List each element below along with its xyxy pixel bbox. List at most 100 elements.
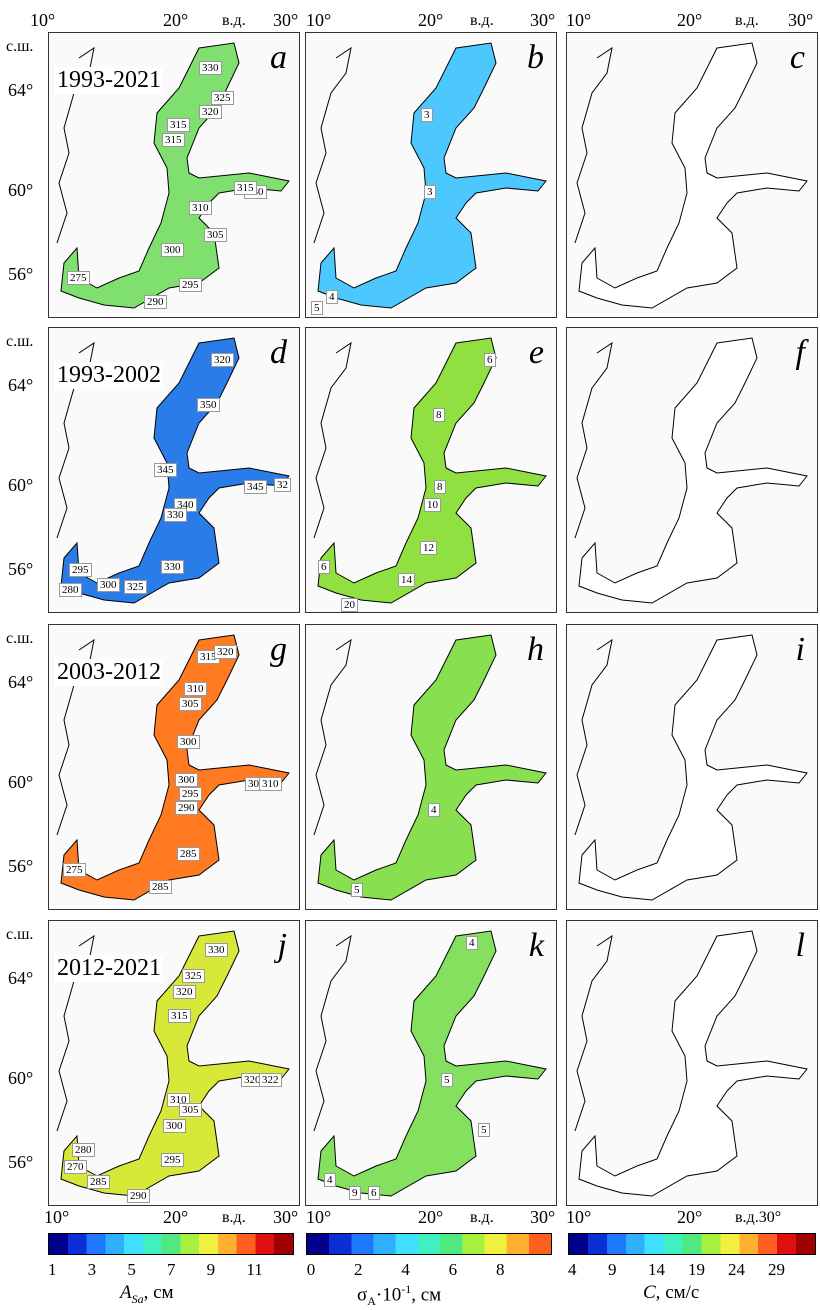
contour-label: 32	[274, 478, 291, 492]
contour-label: 315	[162, 133, 185, 147]
contour-label: 305	[204, 228, 227, 242]
lat-label: 60°	[8, 180, 34, 200]
contour-label: 305	[179, 697, 202, 711]
panel-letter-h: h	[527, 631, 544, 668]
map-panel-d: d 1993-2002 320 350 345 340 345 330 330 325 300 295…	[48, 327, 300, 613]
contour-label: 345	[154, 463, 177, 477]
contour-label: 322	[259, 1073, 282, 1087]
colorbar-tick-label: 19	[688, 1260, 705, 1279]
contour-label: 350	[197, 398, 220, 412]
contour-label: 330	[199, 61, 222, 75]
lon-10-top-a: 10°	[30, 10, 56, 30]
contour-label: 320	[173, 985, 196, 999]
contour-label: 300	[97, 578, 120, 592]
contour-label: 330	[161, 560, 184, 574]
colorbar-sigma	[306, 1233, 552, 1255]
contour-label: 325	[124, 580, 147, 594]
lat-header: с.ш.	[6, 630, 34, 647]
colorbar-tick-label: 3	[87, 1260, 97, 1279]
lon-20-top-c: 20°	[677, 10, 703, 30]
colorbar-tick-label: 9	[608, 1260, 617, 1279]
lon-10-top-c: 10°	[566, 10, 592, 30]
contour-label: 300	[161, 243, 184, 257]
contour-label: 315	[168, 1009, 191, 1023]
panel-letter-l: l	[795, 927, 805, 964]
contour-label: 12	[420, 541, 437, 555]
contour-label: 280	[59, 583, 82, 597]
map-panel-a: a1993-2021330325320315315330315310305300…	[48, 32, 300, 318]
panel-letter-i: i	[795, 631, 805, 668]
contour-label: 330	[164, 508, 187, 522]
contour-label: 295	[69, 563, 92, 577]
contour-label: 4	[326, 290, 338, 304]
colorbar-current-speed	[568, 1233, 816, 1255]
contour-label: 10	[424, 498, 441, 512]
contour-label: 325	[182, 969, 205, 983]
contour-label: 320	[211, 353, 234, 367]
map-panel-c: c	[566, 32, 818, 318]
lon-10-bottom-c: 10°	[566, 1207, 592, 1227]
contour-label: 315	[197, 650, 220, 664]
contour-label: 3	[424, 185, 436, 199]
contour-label: 320	[199, 105, 222, 119]
colorbar-amplitude	[48, 1233, 294, 1255]
lat-label: 64°	[8, 80, 34, 100]
colorbar-title-sigma: σA·10-1, см	[357, 1282, 442, 1309]
lon-20-bottom-b: 20°	[418, 1207, 444, 1227]
contour-label: 285	[87, 1175, 110, 1189]
lon-20-top-a: 20°	[163, 10, 189, 30]
contour-label: 345	[244, 480, 267, 494]
contour-label: 300	[177, 735, 200, 749]
lat-label: 64°	[8, 375, 34, 395]
lat-label: 56°	[8, 264, 34, 284]
panel-letter-e: e	[528, 334, 544, 371]
map-panel-i: i	[566, 624, 818, 910]
colorbar-tick-label: 8	[495, 1260, 505, 1279]
lon-east-top-c: в.д.	[735, 12, 759, 29]
colorbar-tick-label: 5	[127, 1260, 136, 1279]
lon-east-top-b: в.д.	[470, 12, 494, 29]
lat-label: 60°	[8, 1068, 34, 1088]
contour-label: 290	[144, 295, 167, 309]
contour-label: 305	[179, 1103, 202, 1117]
colorbar-tick-label: 2	[354, 1260, 363, 1279]
lat-label: 56°	[8, 1152, 34, 1172]
contour-label: 6	[484, 353, 496, 367]
lat-header: с.ш.	[6, 926, 34, 943]
contour-label: 4	[324, 1173, 336, 1187]
period-label: 1993-2002	[55, 362, 163, 389]
lon-20-bottom-c: 20°	[677, 1207, 703, 1227]
contour-label: 5	[311, 301, 323, 315]
lon-east30-bottom-c: в.д.30°	[735, 1209, 782, 1226]
contour-label: 280	[72, 1143, 95, 1157]
contour-label: 20	[341, 598, 358, 612]
colorbar-tick-label: 29	[768, 1260, 785, 1279]
contour-label: 290	[127, 1189, 150, 1203]
lon-east-bottom-b: в.д.	[470, 1209, 494, 1226]
lon-20-top-b: 20°	[418, 10, 444, 30]
contour-label: 6	[318, 560, 330, 574]
lat-header: с.ш.	[6, 38, 34, 55]
contour-label: 3	[421, 108, 433, 122]
contour-label: 320	[214, 645, 237, 659]
colorbar-tick-label: 7	[167, 1260, 176, 1279]
contour-label: 325	[211, 91, 234, 105]
contour-label: 5	[478, 1123, 490, 1137]
lon-30-bottom-b: 30°	[530, 1207, 556, 1227]
contour-label: 6	[368, 1186, 380, 1200]
period-label: 1993-2021	[55, 67, 163, 94]
colorbar-tick-label: 6	[448, 1260, 458, 1279]
colorbar-tick-label: 0	[306, 1260, 316, 1279]
contour-label: 320	[241, 1073, 264, 1087]
contour-label: 14	[398, 573, 415, 587]
lon-10-bottom-b: 10°	[306, 1207, 332, 1227]
lat-header: с.ш.	[6, 333, 34, 350]
map-panel-f: f	[566, 327, 818, 613]
lon-30-top-a: 30°	[273, 10, 299, 30]
contour-label: 290	[175, 801, 198, 815]
lon-30-bottom-a: 30°	[273, 1207, 299, 1227]
lat-label: 64°	[8, 968, 34, 988]
colorbar-tick-label: 11	[246, 1260, 263, 1279]
panel-letter-f: f	[795, 334, 805, 371]
lon-30-top-c: 30°	[788, 10, 814, 30]
